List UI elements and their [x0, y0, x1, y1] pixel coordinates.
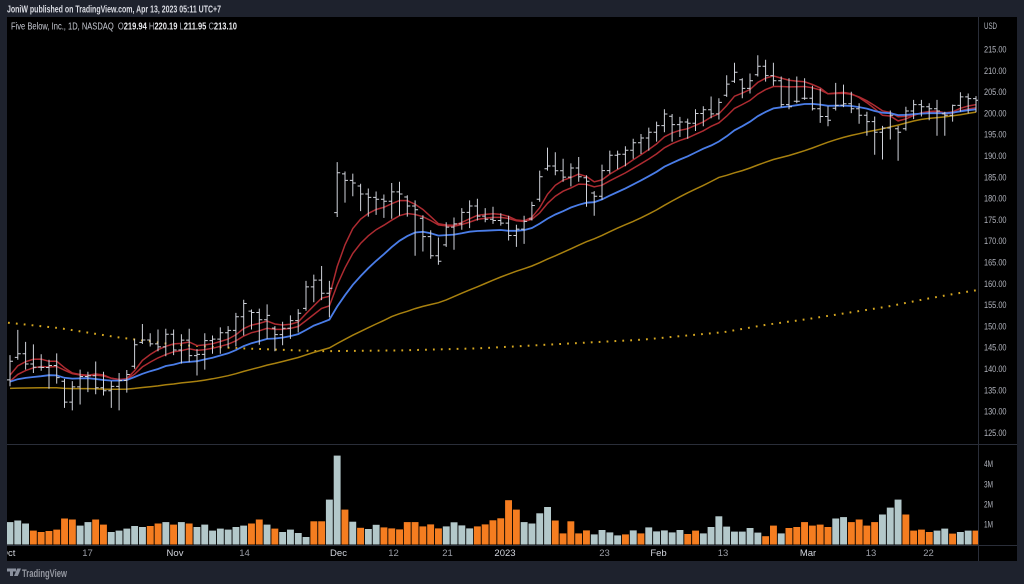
- svg-text:195.00: 195.00: [984, 130, 1007, 141]
- svg-text:145.00: 145.00: [984, 343, 1007, 354]
- svg-text:Feb: Feb: [650, 548, 666, 559]
- svg-text:12: 12: [388, 548, 399, 559]
- svg-text:13: 13: [718, 548, 729, 559]
- svg-text:13: 13: [866, 548, 877, 559]
- svg-text:165.00: 165.00: [984, 258, 1007, 269]
- svg-text:21: 21: [442, 548, 453, 559]
- svg-text:190.00: 190.00: [984, 151, 1007, 162]
- svg-text:170.00: 170.00: [984, 236, 1007, 247]
- svg-text:180.00: 180.00: [984, 194, 1007, 205]
- svg-text:22: 22: [923, 548, 934, 559]
- svg-text:JoniW published on TradingView: JoniW published on TradingView.com, Apr …: [7, 5, 221, 16]
- svg-text:USD: USD: [984, 21, 997, 31]
- svg-text:205.00: 205.00: [984, 87, 1007, 98]
- svg-text:1M: 1M: [984, 520, 993, 531]
- svg-text:125.00: 125.00: [984, 428, 1007, 439]
- svg-text:Nov: Nov: [167, 548, 184, 559]
- svg-text:155.00: 155.00: [984, 300, 1007, 311]
- svg-text:185.00: 185.00: [984, 172, 1007, 183]
- svg-text:TradingView: TradingView: [22, 568, 67, 580]
- svg-text:Oct: Oct: [1, 548, 16, 559]
- svg-text:Mar: Mar: [800, 548, 816, 559]
- svg-text:4M: 4M: [984, 459, 993, 470]
- svg-text:140.00: 140.00: [984, 364, 1007, 375]
- svg-text:Dec: Dec: [330, 548, 347, 559]
- svg-text:135.00: 135.00: [984, 385, 1007, 396]
- svg-text:23: 23: [599, 548, 610, 559]
- svg-text:2M: 2M: [984, 500, 993, 511]
- svg-text:Five Below, Inc., 1D, NASDAQ: Five Below, Inc., 1D, NASDAQ O219.94 H22…: [11, 22, 237, 33]
- svg-text:17: 17: [82, 548, 93, 559]
- svg-text:200.00: 200.00: [984, 108, 1007, 119]
- svg-text:130.00: 130.00: [984, 407, 1007, 418]
- svg-text:215.00: 215.00: [984, 45, 1007, 56]
- svg-text:175.00: 175.00: [984, 215, 1007, 226]
- svg-text:160.00: 160.00: [984, 279, 1007, 290]
- svg-text:210.00: 210.00: [984, 66, 1007, 77]
- svg-text:14: 14: [239, 548, 250, 559]
- svg-text:2023: 2023: [494, 548, 515, 559]
- svg-text:3M: 3M: [984, 479, 993, 490]
- svg-text:150.00: 150.00: [984, 321, 1007, 332]
